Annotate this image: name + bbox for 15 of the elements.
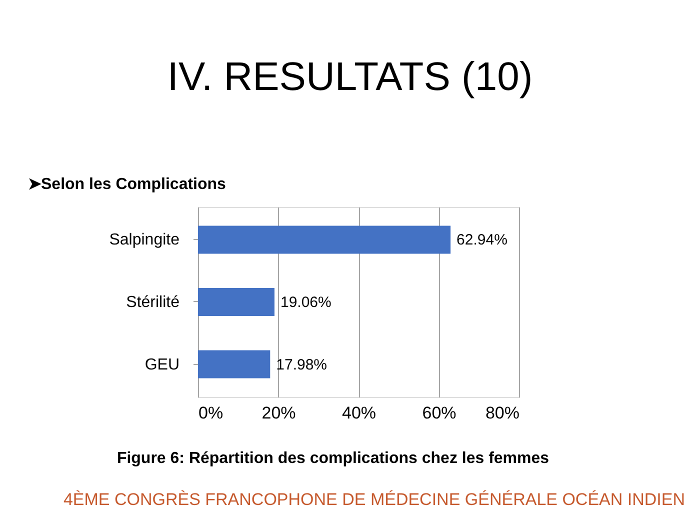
x-tick-label: 0% — [198, 404, 224, 422]
chart-subtitle: ➤Selon les Complications — [28, 176, 226, 193]
data-label: 17.98% — [276, 356, 328, 374]
x-tick-label: 60% — [422, 404, 456, 422]
caption: Figure 6: Répartition des complications chez les femmes — [116, 450, 550, 467]
x-tick-label: 20% — [262, 404, 296, 422]
x-tick-label: 40% — [342, 404, 376, 422]
data-label: 62.94% — [456, 232, 508, 249]
x-tick-label: 80% — [485, 404, 520, 422]
y-tick-label: Salpingite — [109, 232, 180, 249]
data-label: 19.06% — [280, 294, 332, 311]
y-tick-label: Stérilité — [126, 294, 180, 311]
y-tick-label: GEU — [144, 356, 180, 374]
chart-title: IV. RESULTATS (10) — [167, 55, 533, 99]
text: 4ÈME CONGRÈS FRANCOPHONE DE MÉDECINE GÉNÉRALE OCÉAN INDIEN — [63, 490, 685, 509]
